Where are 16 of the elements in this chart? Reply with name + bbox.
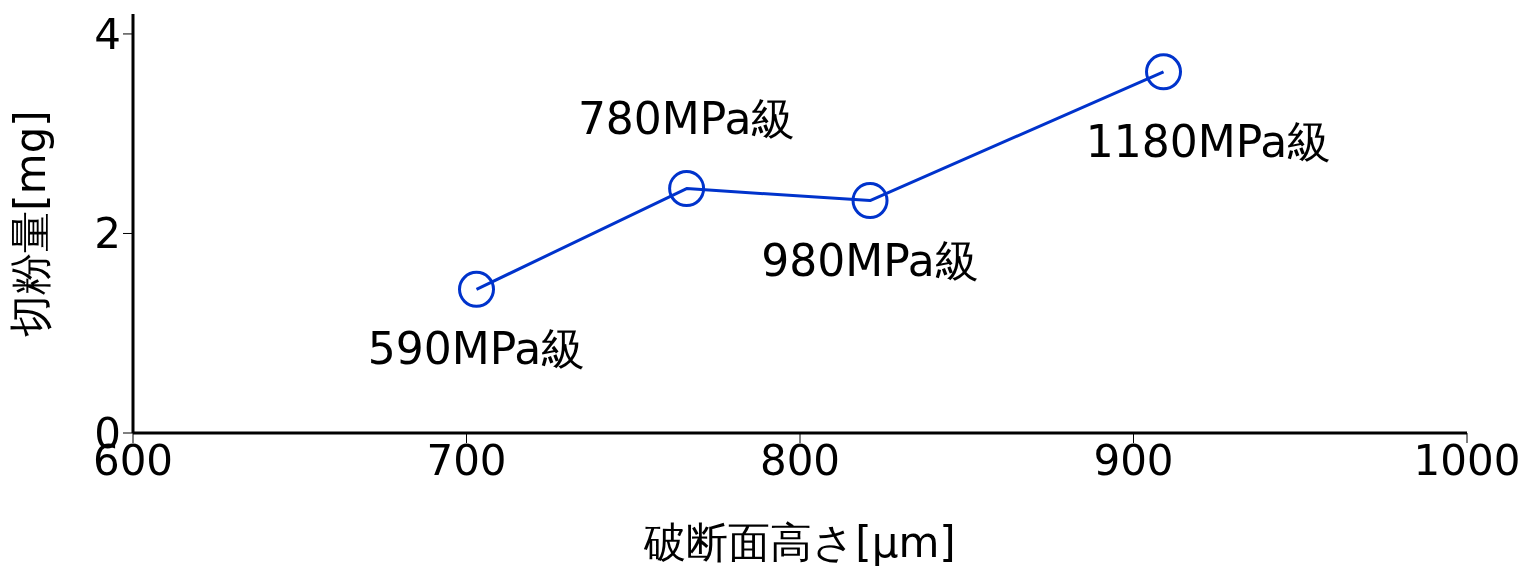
point (1145, 53, 1183, 91)
annotation: 1180MPa級 (1085, 115, 1332, 167)
annotation: 590MPa級 (367, 323, 586, 375)
y-tick-label: 4 (94, 9, 121, 59)
annotation: 780MPa級 (577, 92, 796, 144)
x-tick-label: 800 (759, 435, 841, 485)
point (851, 182, 889, 220)
y-tick-label: 2 (94, 209, 121, 259)
x-tick-label: 900 (1093, 435, 1174, 485)
x-tick-label: 700 (426, 435, 507, 485)
point (668, 170, 706, 208)
point (458, 270, 496, 308)
x-tick-label: 1000 (1413, 435, 1521, 485)
y-axis-title: 切粉量[mg] (5, 110, 55, 337)
annotation: 980MPa級 (761, 234, 979, 286)
x-axis-title: 破断面高さ[μm] (643, 518, 956, 567)
